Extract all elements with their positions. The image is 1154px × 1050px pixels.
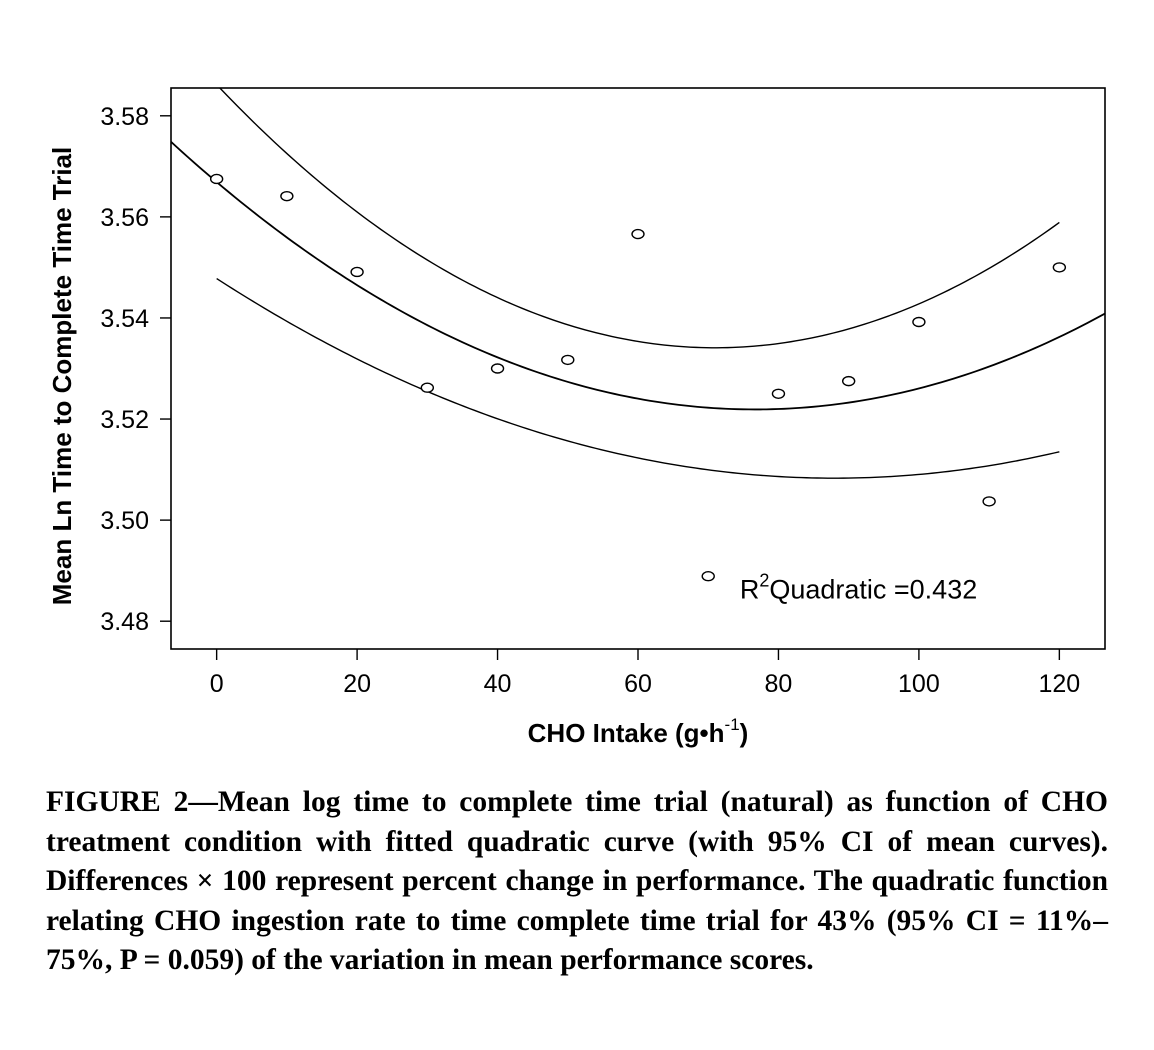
x-axis-label-tail: ) [740,718,749,748]
r-squared-sup: 2 [759,570,769,590]
data-point [561,354,575,366]
x-tick-label: 40 [484,670,512,698]
x-tick-label: 100 [898,670,940,698]
chart: 0 20 40 60 80 100 120 3.48 3.50 3.52 3.54 3.56 3.58… [47,87,1106,748]
y-tick-label: 3.48 [100,608,149,636]
figure-caption-label: FIGURE 2 [46,786,189,818]
y-axis: 3.48 3.50 3.52 3.54 3.56 3.58 [100,103,171,636]
x-tick-label: 120 [1038,670,1080,698]
r-squared-r: R [740,574,760,604]
data-point [771,388,786,399]
ci-upper-curve [218,88,1060,349]
y-tick-label: 3.54 [100,305,149,333]
x-tick-label: 60 [624,670,652,698]
data-point [209,173,224,185]
x-tick-label: 0 [210,670,224,698]
data-point [912,316,926,328]
data-point [631,228,645,240]
x-axis-label-main: CHO Intake (g•h [528,718,725,748]
data-point [350,266,364,278]
y-tick-label: 3.50 [100,507,149,535]
figure-caption-text: —Mean log time to complete time trial (n… [46,786,1109,976]
x-tick-label: 20 [343,670,371,698]
y-axis-label: Mean Ln Time to Complete Time Trial [47,147,77,605]
x-tick-label: 80 [765,670,793,698]
y-tick-label: 3.52 [100,406,149,434]
points-group [209,173,1067,582]
data-point [420,382,435,393]
data-point [982,496,996,507]
data-point [841,375,856,387]
y-tick-label: 3.56 [100,204,149,232]
fitted-quadratic-curve [171,141,1105,411]
data-point [490,363,505,374]
data-point [701,571,715,582]
x-axis: 0 20 40 60 80 100 120 [210,649,1080,698]
y-tick-label: 3.58 [100,103,149,131]
figure-caption: FIGURE 2—Mean log time to complete time … [46,783,1108,981]
r-squared-annotation: R2Quadratic =0.432 [740,570,977,604]
curves-group [171,88,1105,479]
x-axis-label: CHO Intake (g•h-1) [528,715,749,748]
x-axis-label-sup: -1 [725,715,740,734]
data-point [280,190,294,202]
ci-lower-curve [216,277,1060,479]
data-point [1052,262,1067,273]
plot-frame [170,87,1106,650]
r-squared-rest: Quadratic =0.432 [769,574,977,604]
